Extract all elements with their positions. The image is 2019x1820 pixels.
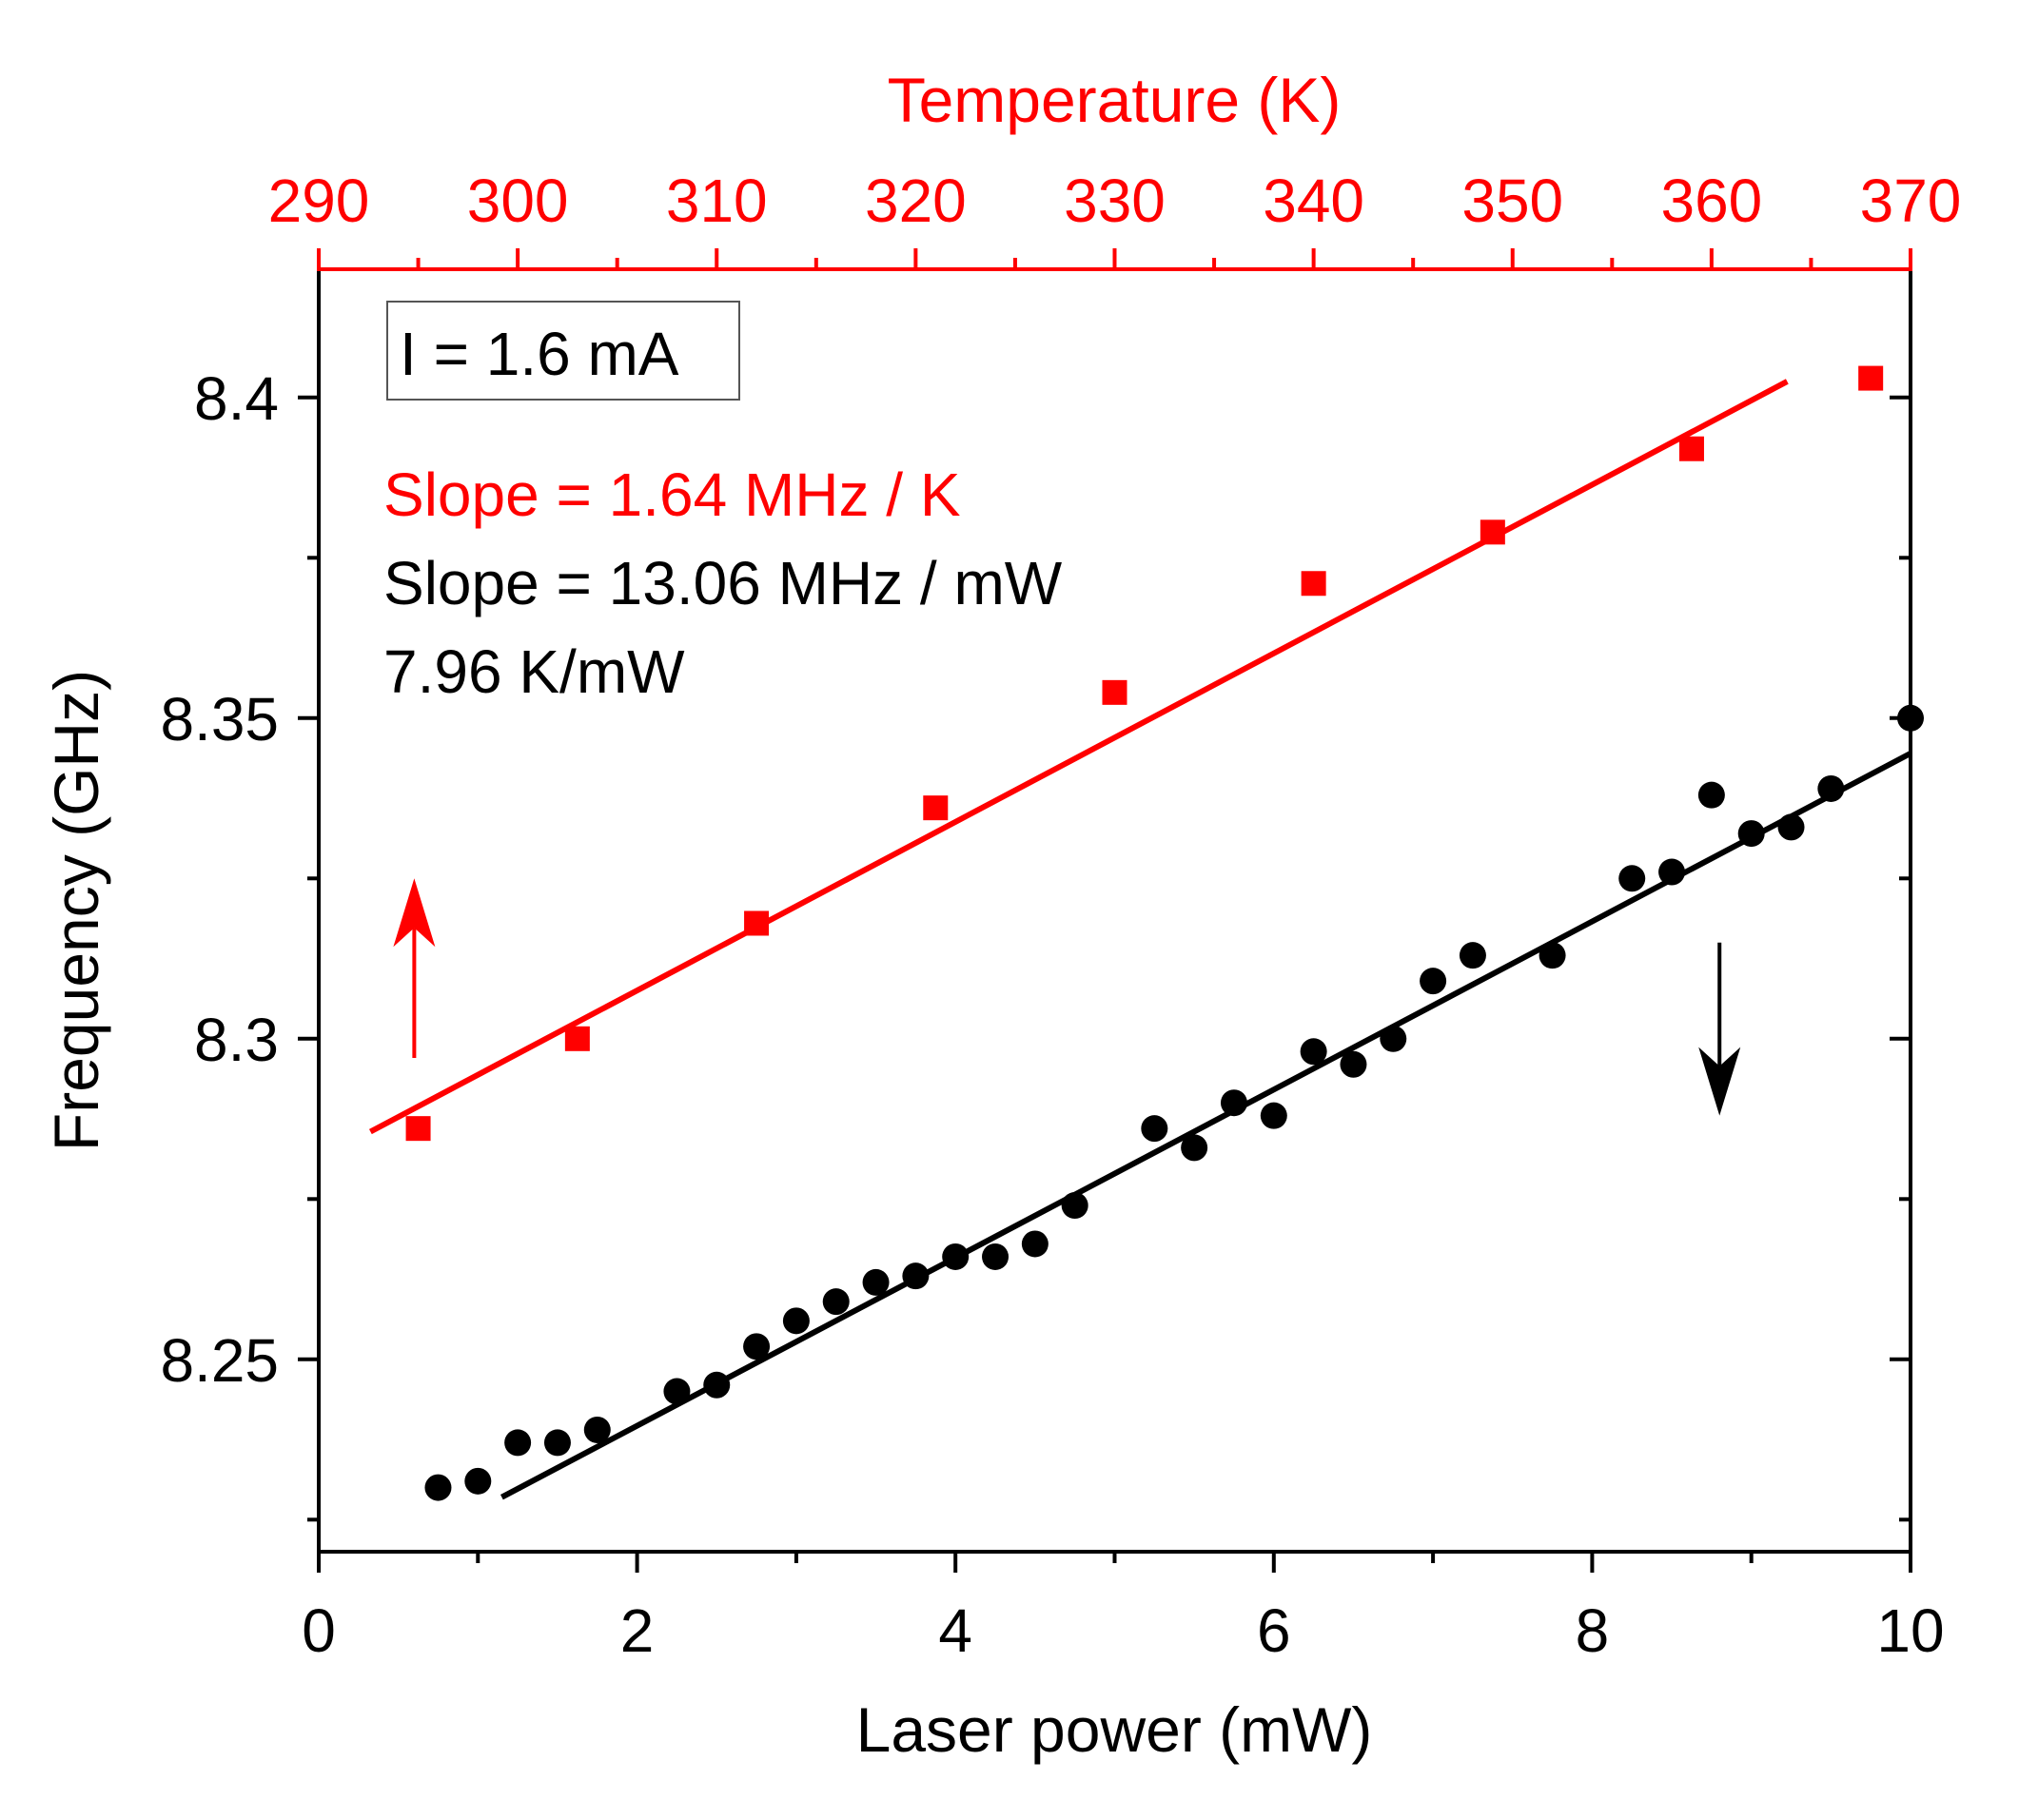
temperature-data-point xyxy=(1480,519,1505,545)
y-tick-label: 8.4 xyxy=(194,364,279,433)
power-data-point xyxy=(1420,968,1447,995)
x-bottom-axis-title: Laser power (mW) xyxy=(856,1694,1373,1765)
direction-arrows xyxy=(393,878,1741,1116)
x-top-tick-label: 290 xyxy=(268,166,370,235)
temperature-data-point xyxy=(1678,436,1704,461)
power-data-point xyxy=(1777,813,1805,841)
power-data-point xyxy=(902,1262,930,1290)
annotation-slope-power: Slope = 13.06 MHz / mW xyxy=(383,549,1063,617)
data-markers xyxy=(405,365,1924,1501)
power-data-point xyxy=(1340,1050,1367,1078)
x-bottom-tick-label: 6 xyxy=(1257,1596,1291,1665)
power-data-point xyxy=(743,1333,771,1360)
power-data-point xyxy=(464,1467,492,1495)
x-top-tick-label: 350 xyxy=(1461,166,1563,235)
x-bottom-tick-label: 0 xyxy=(302,1596,336,1665)
x-top-tick-label: 310 xyxy=(666,166,768,235)
power-data-point xyxy=(1539,942,1566,969)
x-top-tick-label: 320 xyxy=(865,166,967,235)
power-data-point xyxy=(1737,820,1765,848)
x-top-tick-label: 300 xyxy=(467,166,569,235)
power-data-point xyxy=(782,1307,810,1335)
power-data-point xyxy=(1697,781,1725,809)
x-top-tick-label: 330 xyxy=(1064,166,1166,235)
power-data-point xyxy=(1141,1115,1168,1143)
annotation-ratio: 7.96 K/mW xyxy=(383,637,685,706)
power-data-point xyxy=(703,1371,731,1399)
y-tick-label: 8.35 xyxy=(160,685,279,753)
power-data-point xyxy=(1181,1134,1208,1162)
y-axis-title: Frequency (GHz) xyxy=(41,670,111,1151)
temperature-fit-line xyxy=(368,379,1789,1135)
power-data-point xyxy=(822,1288,850,1316)
temperature-data-point xyxy=(1301,571,1326,597)
power-data-point xyxy=(1658,858,1686,886)
power-data-point xyxy=(1817,774,1845,802)
power-data-point xyxy=(583,1416,611,1443)
top-axis-ticks: 290 300 310 320 330 340 350 360 370 xyxy=(268,166,1962,269)
x-bottom-tick-label: 4 xyxy=(938,1596,972,1665)
power-data-point xyxy=(1260,1102,1287,1129)
bottom-axis-ticks: 0 2 4 6 8 10 xyxy=(302,1552,1945,1665)
up-arrow-head xyxy=(393,878,436,948)
power-data-point xyxy=(663,1378,691,1405)
x-bottom-tick-label: 10 xyxy=(1876,1596,1944,1665)
power-data-point xyxy=(424,1474,452,1501)
legend-box xyxy=(386,301,740,401)
power-data-point xyxy=(504,1429,532,1457)
annotation-slope-temperature: Slope = 1.64 MHz / K xyxy=(383,460,961,529)
temperature-data-point xyxy=(564,1026,590,1051)
temperature-data-point xyxy=(744,910,770,936)
power-data-point xyxy=(1897,704,1924,732)
x-top-axis-title: Temperature (K) xyxy=(888,65,1342,135)
down-arrow-head xyxy=(1698,1047,1741,1116)
power-data-point xyxy=(1618,865,1646,892)
temperature-data-point xyxy=(923,795,949,821)
y-tick-label: 8.25 xyxy=(160,1326,279,1395)
temperature-data-point xyxy=(405,1116,431,1142)
y-axis-ticks: 8.25 8.3 8.35 8.4 xyxy=(160,364,1911,1522)
power-data-point xyxy=(1220,1089,1247,1117)
x-bottom-tick-label: 2 xyxy=(620,1596,655,1665)
power-data-point xyxy=(543,1429,571,1457)
legend-current-label: I = 1.6 mA xyxy=(400,320,679,388)
power-data-point xyxy=(942,1243,970,1270)
x-bottom-tick-label: 8 xyxy=(1576,1596,1610,1665)
temperature-data-point xyxy=(1102,679,1127,705)
x-top-tick-label: 340 xyxy=(1263,166,1364,235)
power-data-point xyxy=(1459,942,1486,969)
power-data-point xyxy=(1300,1038,1327,1066)
power-data-point xyxy=(862,1268,890,1296)
power-data-point xyxy=(1061,1192,1088,1220)
power-data-point xyxy=(1021,1230,1049,1258)
power-data-point xyxy=(1380,1025,1407,1052)
temperature-data-point xyxy=(1858,365,1884,391)
x-top-tick-label: 370 xyxy=(1860,166,1962,235)
y-tick-label: 8.3 xyxy=(194,1006,279,1074)
x-top-tick-label: 360 xyxy=(1660,166,1762,235)
power-data-point xyxy=(982,1243,1010,1270)
